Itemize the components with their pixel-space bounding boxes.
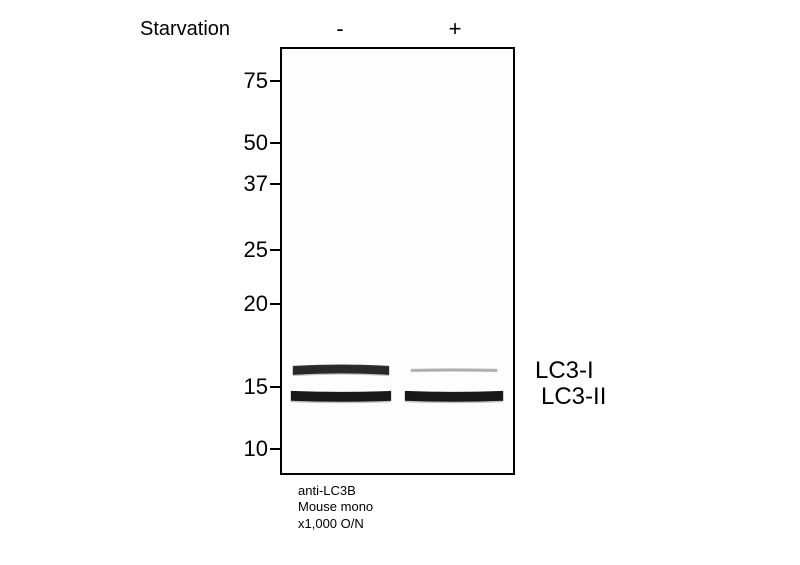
condition-label-plus: + [449, 16, 462, 42]
mw-tick-15 [270, 386, 280, 388]
mw-label-75: 75 [244, 68, 268, 94]
mw-label-25: 25 [244, 237, 268, 263]
blot-svg [282, 49, 513, 473]
mw-tick-50 [270, 142, 280, 144]
mw-tick-37 [270, 183, 280, 185]
band-label-LC3-II: LC3-II [541, 383, 606, 411]
mw-tick-10 [270, 448, 280, 450]
condition-label-minus: - [336, 16, 343, 42]
mw-label-50: 50 [244, 130, 268, 156]
band-LC3-I-minus [293, 364, 389, 374]
treatment-header: Starvation [140, 18, 230, 41]
mw-tick-25 [270, 249, 280, 251]
band-LC3-II-plus [405, 391, 503, 402]
antibody-footer: anti-LC3BMouse monox1,000 O/N [298, 483, 373, 532]
mw-tick-20 [270, 303, 280, 305]
footer-line-0: anti-LC3B [298, 483, 373, 499]
footer-line-2: x1,000 O/N [298, 516, 373, 532]
mw-label-37: 37 [244, 171, 268, 197]
footer-line-1: Mouse mono [298, 499, 373, 515]
mw-label-10: 10 [244, 436, 268, 462]
mw-label-15: 15 [244, 374, 268, 400]
blot-frame [280, 47, 515, 475]
band-LC3-I-plus [411, 368, 498, 371]
mw-tick-75 [270, 80, 280, 82]
band-label-LC3-I: LC3-I [535, 357, 594, 385]
band-LC3-II-minus [291, 391, 391, 402]
mw-label-20: 20 [244, 291, 268, 317]
figure-container: Starvation - + 75 50 37 25 20 15 10 LC3-ILC3-II… [0, 0, 800, 565]
